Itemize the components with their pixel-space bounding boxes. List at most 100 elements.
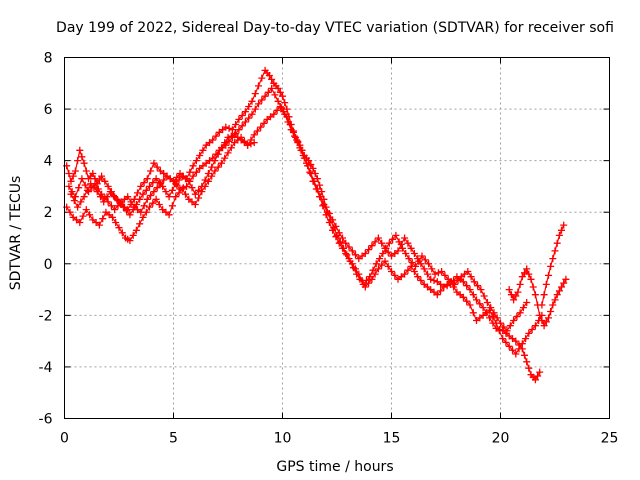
data-point [500,323,508,331]
data-point [238,112,246,119]
data-point [195,186,203,194]
data-point [348,247,356,255]
data-point [134,189,141,197]
data-point [98,172,106,180]
data-point [368,242,376,250]
data-point [273,106,281,114]
data-point [353,270,361,278]
data-point [218,159,225,167]
data-point [172,193,180,201]
data-point [379,250,387,257]
data-point [264,88,272,96]
data-point [176,185,184,193]
data-point [255,82,262,90]
data-point [284,118,292,126]
data-point [241,108,249,116]
data-point [503,327,511,335]
data-point [90,184,98,192]
data-point [86,211,94,219]
y-tick-label: -2 [39,308,53,324]
data-point [333,231,341,239]
data-point [250,131,258,139]
data-point [103,193,111,201]
data-point [136,220,144,228]
data-point [104,182,112,190]
data-point [464,268,472,275]
data-point [531,291,539,299]
data-point [185,177,193,185]
x-tick-label: 5 [169,431,178,447]
data-point [459,278,467,286]
data-point [165,211,173,219]
data-point [437,287,445,295]
data-point [384,248,392,256]
data-point [391,271,399,279]
y-tick-label: 8 [44,51,53,67]
data-point [139,213,147,221]
data-point [401,234,409,242]
data-point [378,239,386,247]
data-point [336,238,344,246]
data-point [268,84,276,92]
data-point [467,273,475,281]
data-point [175,176,183,184]
data-point [258,74,266,82]
data-point [490,309,498,317]
data-point [235,115,243,123]
data-point [165,193,173,201]
data-point [162,188,170,196]
data-point [518,340,526,348]
data-point [271,91,279,99]
data-point [374,234,382,242]
data-point [112,219,120,226]
data-point [466,301,474,309]
data-point [560,221,568,229]
data-point [512,350,520,358]
data-point [77,198,85,206]
data-point [116,199,124,207]
data-point [389,235,397,243]
data-point [346,257,354,265]
series-line [70,134,255,216]
data-point [79,212,87,220]
data-point [518,273,526,281]
data-point [454,277,462,284]
data-point [189,162,197,170]
data-point [555,231,563,239]
series-arc-3 [65,84,531,335]
data-point [126,211,134,219]
data-point [516,309,524,317]
data-point [420,265,428,273]
data-point [536,311,544,319]
ticks: 0 5 10 15 20 25 -6 -4 -2 0 2 4 6 8 [39,51,619,447]
data-point [228,126,236,134]
data-point [146,182,153,190]
data-point [95,221,103,229]
data-point [65,170,73,177]
data-point [514,288,522,296]
y-tick-label: 0 [44,257,53,273]
data-point [427,275,435,283]
data-point [424,270,431,278]
data-point [106,188,114,196]
data-point [297,146,305,154]
data-point [71,193,79,201]
data-point [208,163,216,171]
data-point [175,189,183,197]
x-tick-label: 15 [383,431,401,447]
data-point [238,122,246,130]
data-point [146,203,153,211]
data-point [118,229,126,237]
data-point [245,103,253,110]
data-point [551,247,559,255]
data-point [549,301,557,309]
data-point [186,168,194,176]
data-point [470,278,478,286]
data-point [300,154,308,162]
data-point [214,150,222,158]
data-point [410,250,418,257]
data-point [87,180,95,188]
data-point [250,139,258,147]
data-point [209,136,217,144]
